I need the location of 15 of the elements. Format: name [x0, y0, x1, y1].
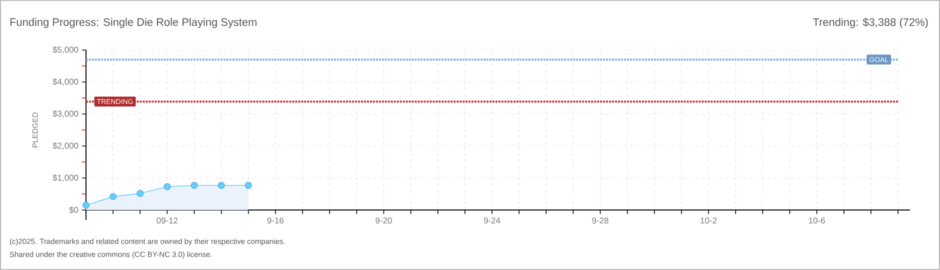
- x-tick-label: 10-6: [808, 218, 825, 224]
- y-tick-label: $4,000: [52, 78, 78, 86]
- y-tick-label: $5,000: [52, 46, 78, 54]
- y-tick-label: $2,000: [52, 142, 78, 150]
- y-tick-label: $1,000: [52, 174, 78, 182]
- x-tick-label: 9-16: [267, 218, 284, 224]
- y-tick-label: $0: [69, 206, 78, 214]
- chart-title: Funding Progress: Single Die Role Playing System: [10, 18, 256, 28]
- x-tick-label: 9-24: [484, 218, 500, 224]
- chart-subtitle: Trending: $3,388 (72%): [812, 18, 928, 28]
- x-tick-label: 09-12: [156, 218, 178, 224]
- x-tick-label: 9-28: [592, 218, 608, 224]
- x-tick-label: 10-2: [700, 218, 717, 224]
- y-tick-label: $3,000: [52, 110, 78, 118]
- x-tick-label: 9-20: [376, 218, 392, 224]
